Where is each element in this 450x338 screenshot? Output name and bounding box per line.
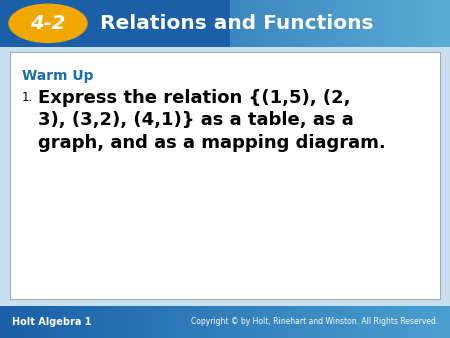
FancyBboxPatch shape	[0, 47, 450, 306]
Text: 1.: 1.	[22, 91, 33, 104]
Text: 4-2: 4-2	[30, 14, 66, 33]
Text: Relations and Functions: Relations and Functions	[100, 14, 374, 33]
Text: Copyright © by Holt, Rinehart and Winston. All Rights Reserved.: Copyright © by Holt, Rinehart and Winsto…	[191, 317, 438, 326]
FancyBboxPatch shape	[10, 52, 440, 299]
Text: Holt Algebra 1: Holt Algebra 1	[12, 317, 91, 327]
Text: Express the relation {(1,5), (2,
3), (3,2), (4,1)} as a table, as a
graph, and a: Express the relation {(1,5), (2, 3), (3,…	[38, 89, 386, 152]
Ellipse shape	[9, 4, 87, 43]
FancyBboxPatch shape	[0, 0, 230, 47]
Text: Warm Up: Warm Up	[22, 69, 94, 83]
